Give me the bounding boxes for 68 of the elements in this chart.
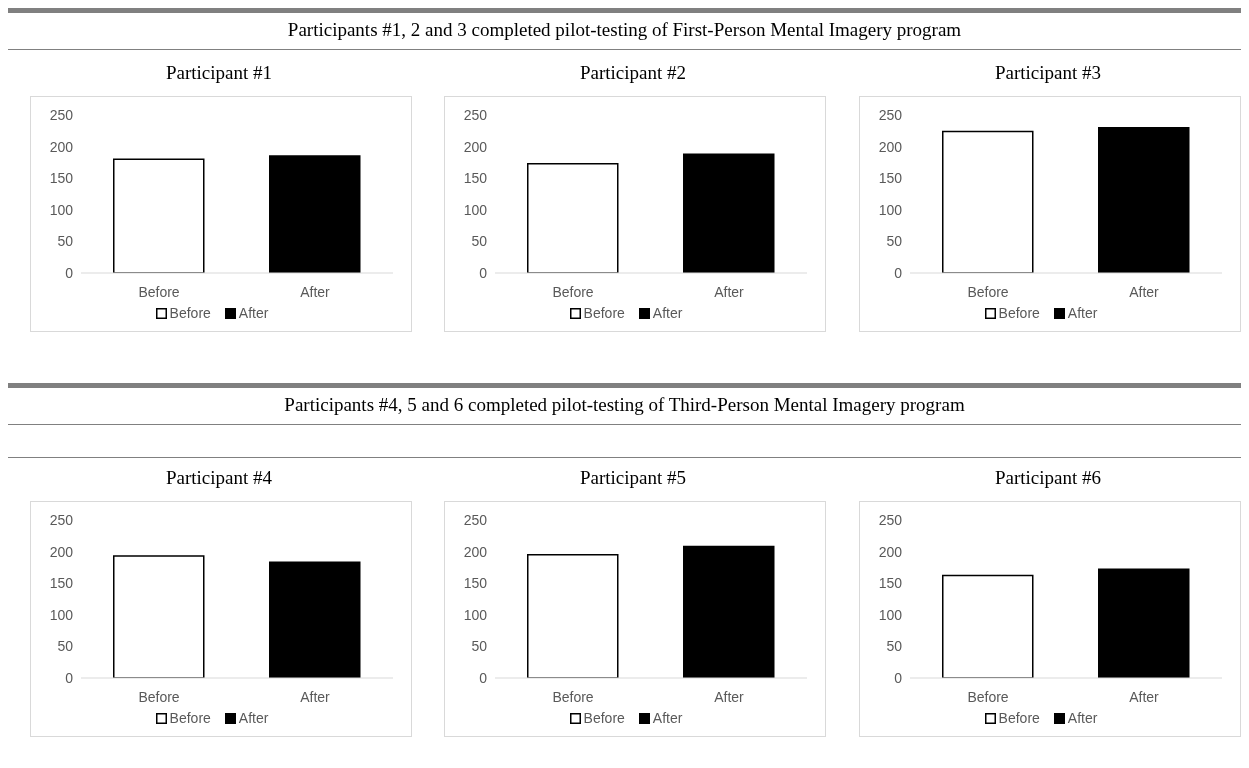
y-tick-label: 200 [49, 138, 74, 155]
y-tick-label: 150 [463, 575, 488, 592]
y-tick-label: 200 [878, 543, 903, 560]
y-tick-label: 250 [463, 511, 488, 528]
y-tick-label: 150 [878, 575, 903, 592]
x-tick-label: After [1129, 688, 1160, 705]
legend-label: Before [583, 305, 625, 321]
y-tick-label: 150 [49, 575, 74, 592]
legend-label: After [1067, 305, 1098, 321]
y-tick-label: 200 [463, 543, 488, 560]
y-tick-label: 0 [479, 669, 488, 686]
y-tick-label: 250 [49, 511, 74, 528]
y-tick-label: 0 [479, 264, 488, 281]
y-tick-label: 150 [878, 170, 903, 187]
chart-title: Participant #6 [993, 466, 1103, 490]
legend-label: After [1067, 710, 1098, 726]
y-tick-label: 50 [57, 233, 74, 250]
y-tick-label: 50 [886, 233, 903, 250]
text: Participants #1, 2 and 3 completed pilot-testing of First-Person Mental Imagery program [286, 18, 963, 42]
legend-label: After [652, 305, 683, 321]
y-tick-label: 100 [49, 201, 74, 218]
y-tick-label: 200 [49, 543, 74, 560]
chart-title: Participant #3 [993, 61, 1103, 85]
y-tick-label: 250 [463, 106, 488, 123]
x-tick-label: Before [967, 283, 1009, 300]
legend-label: Before [998, 710, 1040, 726]
x-tick-label: After [1129, 283, 1160, 300]
legend-label: Before [998, 305, 1040, 321]
text: Participants #4, 5 and 6 completed pilot-testing of Third-Person Mental Imagery program [283, 393, 966, 417]
legend-label: Before [169, 305, 211, 321]
y-tick-label: 0 [894, 669, 903, 686]
y-tick-label: 100 [878, 201, 903, 218]
legend-label: After [652, 710, 683, 726]
y-tick-label: 100 [463, 606, 488, 623]
x-tick-label: Before [967, 688, 1009, 705]
y-tick-label: 50 [886, 638, 903, 655]
x-tick-label: Before [552, 688, 594, 705]
x-tick-label: After [714, 688, 745, 705]
y-tick-label: 0 [894, 264, 903, 281]
chart-title: Participant #5 [578, 466, 688, 490]
x-tick-label: Before [138, 688, 180, 705]
y-tick-label: 100 [49, 606, 74, 623]
y-tick-label: 50 [471, 233, 488, 250]
y-tick-label: 0 [65, 669, 74, 686]
legend-label: Before [169, 710, 211, 726]
x-tick-label: Before [552, 283, 594, 300]
y-tick-label: 250 [878, 106, 903, 123]
y-tick-label: 100 [463, 201, 488, 218]
y-tick-label: 250 [49, 106, 74, 123]
legend-label: Before [583, 710, 625, 726]
chart-title: Participant #4 [164, 466, 274, 490]
y-tick-label: 200 [878, 138, 903, 155]
y-tick-label: 50 [57, 638, 74, 655]
y-tick-label: 50 [471, 638, 488, 655]
y-tick-label: 0 [65, 264, 74, 281]
x-tick-label: After [300, 283, 331, 300]
chart-title: Participant #2 [578, 61, 688, 85]
y-tick-label: 150 [49, 170, 74, 187]
x-tick-label: After [300, 688, 331, 705]
y-tick-label: 200 [463, 138, 488, 155]
chart-title: Participant #1 [164, 61, 274, 85]
x-tick-label: Before [138, 283, 180, 300]
y-tick-label: 100 [878, 606, 903, 623]
y-tick-label: 150 [463, 170, 488, 187]
y-tick-label: 250 [878, 511, 903, 528]
legend-label: After [238, 710, 269, 726]
x-tick-label: After [714, 283, 745, 300]
legend-label: After [238, 305, 269, 321]
